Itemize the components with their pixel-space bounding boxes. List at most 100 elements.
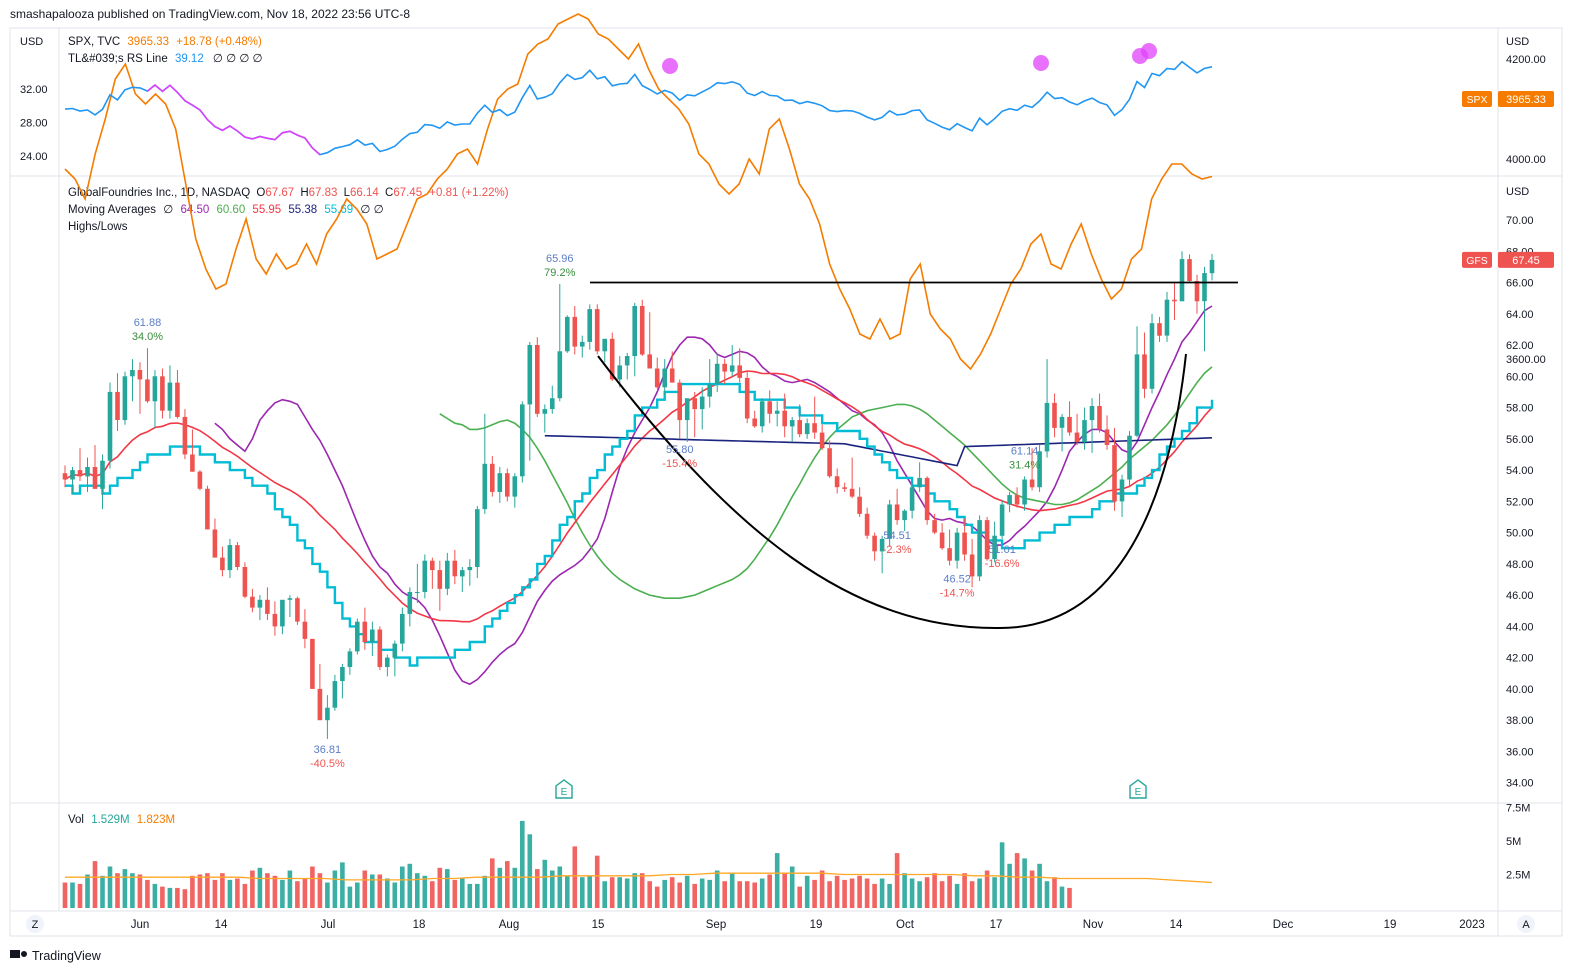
- candle-body: [377, 629, 383, 667]
- earnings-marker-label: E: [561, 787, 568, 798]
- annotation-price: 61.88: [134, 317, 162, 329]
- rs-line-new-high-segment: [146, 83, 321, 156]
- candle-body: [999, 504, 1005, 536]
- volume-bar: [287, 870, 293, 908]
- candle: [1149, 313, 1155, 394]
- candle: [107, 382, 113, 469]
- candle: [819, 424, 825, 450]
- candle: [662, 359, 667, 396]
- volume-bar: [460, 878, 465, 908]
- volume-bars: [62, 820, 1213, 908]
- candle: [250, 588, 255, 613]
- candle: [100, 454, 105, 510]
- earnings-marker: E: [555, 779, 573, 799]
- candle: [92, 445, 98, 489]
- candle-body: [572, 316, 578, 347]
- candle: [632, 302, 637, 377]
- candle: [654, 357, 660, 389]
- volume-bar: [909, 878, 915, 908]
- ohlc-high: 67.83: [309, 187, 338, 199]
- candle-body: [767, 401, 772, 414]
- volume-bar: [752, 882, 757, 908]
- candle: [699, 387, 705, 430]
- price-tick-label: 54.00: [1506, 465, 1534, 477]
- spx-price-badge: SPX 3965.33: [1462, 91, 1554, 107]
- candle-body: [947, 548, 952, 561]
- volume-bar: [662, 879, 667, 908]
- zoom-button[interactable]: Z: [26, 915, 44, 933]
- price-tick-label: 58.00: [1506, 403, 1534, 415]
- candle: [1172, 282, 1177, 321]
- candle-body: [639, 306, 645, 355]
- candle: [445, 552, 450, 596]
- candle: [917, 462, 922, 492]
- volume-bar: [857, 875, 862, 908]
- candle-body: [535, 345, 540, 414]
- candle-body: [647, 354, 652, 369]
- svg-text:A: A: [1522, 919, 1530, 931]
- spx-price-badge-value: 3965.33: [1506, 94, 1546, 106]
- candle: [924, 476, 930, 525]
- candle: [377, 626, 383, 671]
- volume-bar: [550, 870, 555, 908]
- volume-bar: [535, 869, 540, 908]
- candle: [70, 466, 75, 494]
- candle: [984, 516, 990, 561]
- candle-body: [714, 363, 720, 385]
- candle: [617, 355, 622, 388]
- candle-body: [692, 398, 697, 410]
- high-low-annotations: 61.88 34.0% 36.81 -40.5% 65.96 79.2% 55.80 -15.…: [132, 253, 1041, 770]
- candle-body: [849, 488, 855, 497]
- candle-body: [1082, 420, 1087, 442]
- time-axis-label: 19: [1384, 919, 1397, 931]
- candle: [1142, 332, 1147, 399]
- candle: [834, 468, 840, 494]
- volume-bar: [647, 881, 652, 908]
- candle: [475, 506, 480, 578]
- price-tick-label: 44.00: [1506, 621, 1534, 633]
- candle-body: [1187, 259, 1192, 281]
- volume-value-2: 1.823M: [137, 814, 175, 826]
- candle: [1202, 266, 1207, 352]
- candle: [400, 607, 405, 652]
- price-tick-label: 40.00: [1506, 684, 1534, 696]
- candle-body: [1172, 299, 1177, 302]
- top-left-currency: USD: [20, 36, 43, 48]
- volume-bar: [280, 879, 285, 908]
- candle: [325, 695, 330, 739]
- candle: [1082, 407, 1087, 450]
- volume-bar: [932, 873, 937, 908]
- candle-body: [962, 532, 967, 555]
- volume-bar: [332, 870, 338, 908]
- volume-bar: [999, 842, 1005, 908]
- price-badges: SPX 3965.33 GFS 67.45: [1462, 91, 1554, 268]
- volume-label: Vol: [68, 814, 84, 826]
- candle: [1029, 448, 1035, 491]
- candle: [452, 549, 458, 585]
- volume-bar: [355, 882, 360, 908]
- candle-body: [819, 432, 825, 449]
- svg-text:Moving Averages ∅: Moving Averages ∅ 64.50 60.60 55.95 55.3…: [68, 204, 384, 216]
- main-right-axis: 70.0068.0066.0064.0062.0060.0058.0056.00…: [1506, 215, 1534, 790]
- candle-body: [752, 418, 757, 427]
- volume-bar: [722, 881, 727, 908]
- candle-body: [954, 532, 960, 561]
- volume-bar: [242, 883, 248, 908]
- candle-body: [1014, 495, 1020, 505]
- candle: [759, 398, 765, 433]
- candle-body: [542, 409, 548, 414]
- candle: [347, 648, 353, 675]
- volume-bar: [834, 875, 840, 908]
- candle-body: [257, 599, 263, 608]
- candle-body: [77, 470, 83, 477]
- volume-bar: [407, 863, 413, 908]
- candle-body: [482, 463, 488, 510]
- candle: [1037, 445, 1042, 492]
- time-axis-label: Jul: [321, 919, 336, 931]
- candle: [1052, 393, 1057, 438]
- candle: [804, 418, 810, 439]
- auto-scale-button[interactable]: A: [1517, 915, 1535, 933]
- volume-bar: [415, 873, 420, 908]
- svg-text:TradingView: TradingView: [32, 949, 102, 963]
- volume-bar: [804, 875, 810, 908]
